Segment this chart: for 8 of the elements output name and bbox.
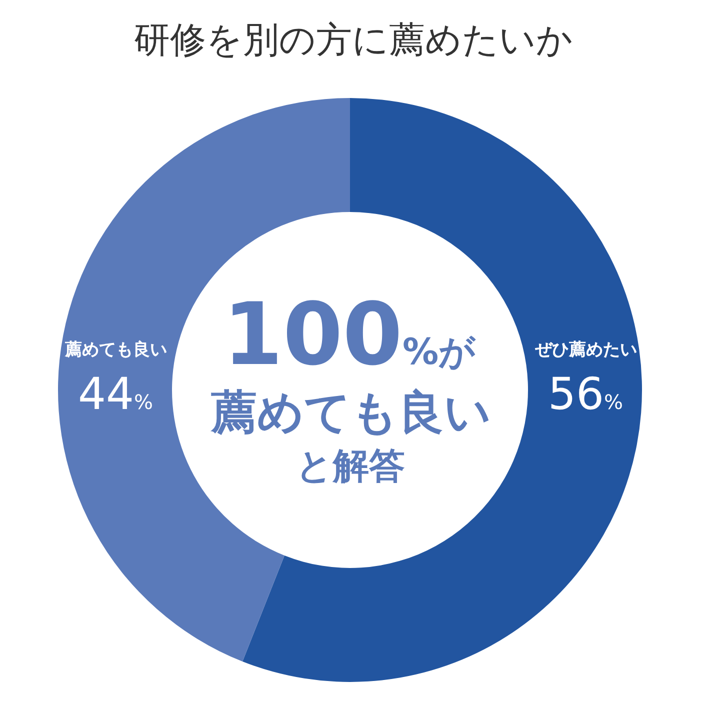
slice-label: ぜひ薦めたい (534, 340, 637, 360)
slice-label: 薦めても良い (64, 340, 167, 360)
data-label: 44% (78, 369, 154, 420)
chart-title: 研修を別の方に薦めたいか (134, 20, 573, 61)
text: 薦めても良い (210, 385, 491, 439)
data-label: 56% (548, 369, 624, 420)
text: と解答 (296, 446, 405, 487)
text: 100%が (223, 285, 477, 385)
